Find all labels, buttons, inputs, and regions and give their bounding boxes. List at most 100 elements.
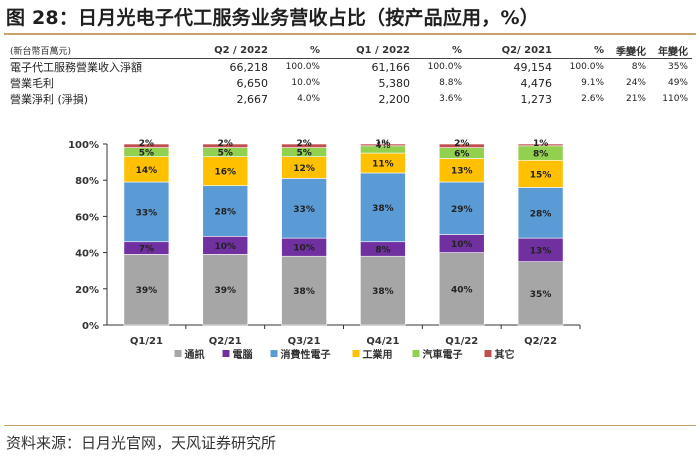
table-cell: 2.6% bbox=[581, 94, 604, 104]
x-tick-label: Q2/21 bbox=[209, 336, 242, 347]
title-divider bbox=[4, 33, 696, 35]
data-label: 38% bbox=[293, 287, 315, 297]
bar-segment bbox=[123, 254, 170, 326]
bar-segment bbox=[517, 159, 564, 188]
x-tick-label: Q2/22 bbox=[524, 336, 557, 347]
col-header: % bbox=[414, 42, 466, 59]
data-label: 11% bbox=[372, 160, 394, 170]
bar-segment bbox=[517, 261, 564, 326]
financial-table: (新台幣百萬元) Q2 / 2022 % Q1 / 2022 % Q2/ 202… bbox=[10, 42, 692, 107]
table-cell: 4,476 bbox=[520, 76, 553, 90]
bar-segment bbox=[360, 143, 406, 147]
table-cell: 9.1% bbox=[581, 78, 604, 88]
data-label: 1% bbox=[533, 139, 548, 149]
bar-segment bbox=[517, 187, 564, 239]
legend-label: 汽車電子 bbox=[423, 348, 463, 361]
legend-swatch bbox=[270, 350, 278, 357]
bar-segment bbox=[281, 178, 327, 239]
col-header: Q2 / 2022 bbox=[182, 42, 272, 59]
data-label: 15% bbox=[530, 170, 552, 180]
x-tick-label: Q4/21 bbox=[366, 336, 399, 347]
data-label: 10% bbox=[451, 240, 473, 250]
table-cell: 110% bbox=[662, 94, 688, 104]
y-tick-label: 20% bbox=[75, 285, 99, 296]
bar-segment bbox=[281, 143, 327, 148]
data-label: 29% bbox=[451, 205, 473, 215]
data-label: 7% bbox=[139, 245, 154, 255]
data-label: 33% bbox=[293, 205, 315, 215]
bar-segment bbox=[202, 254, 249, 326]
legend-swatch bbox=[352, 350, 360, 357]
table-cell: 66,218 bbox=[229, 60, 269, 74]
data-label: 10% bbox=[293, 244, 315, 254]
table-row: 營業毛利 6,650 10.0% 5,380 8.8% 4,476 9.1% 2… bbox=[10, 75, 692, 91]
table-cell: 49,154 bbox=[513, 60, 553, 74]
data-label: 38% bbox=[372, 204, 394, 214]
bar-segment bbox=[202, 156, 249, 186]
data-label: 5% bbox=[139, 149, 154, 159]
source-note: 资料来源：日月光官网，天风证券研究所 bbox=[6, 434, 277, 452]
legend-label: 電腦 bbox=[233, 348, 253, 361]
bar-segment bbox=[360, 172, 406, 243]
table-cell: 2,667 bbox=[236, 92, 269, 106]
col-header: % bbox=[556, 42, 608, 59]
data-label: 10% bbox=[214, 242, 236, 252]
table-cell: 8% bbox=[631, 62, 646, 72]
data-label: 2% bbox=[454, 139, 469, 149]
stacked-bar-chart: 0%20%40%60%80%100%39%7%33%14%5%2%Q1/2139… bbox=[68, 139, 581, 361]
table-header-row: (新台幣百萬元) Q2 / 2022 % Q1 / 2022 % Q2/ 202… bbox=[10, 42, 692, 59]
table-cell: 4.0% bbox=[297, 94, 320, 104]
data-label: 8% bbox=[375, 245, 390, 255]
data-label: 14% bbox=[136, 166, 158, 176]
row-label: 營業毛利 bbox=[10, 77, 54, 90]
legend-swatch bbox=[484, 350, 492, 357]
x-tick-label: Q3/21 bbox=[288, 336, 321, 347]
table-cell: 21% bbox=[625, 94, 646, 104]
table-cell: 5,380 bbox=[378, 76, 411, 90]
table-cell: 61,166 bbox=[371, 60, 411, 74]
col-header: Q1 / 2022 bbox=[324, 42, 414, 59]
table-cell: 100.0% bbox=[285, 62, 320, 72]
data-label: 12% bbox=[293, 164, 315, 174]
legend-label: 其它 bbox=[495, 348, 515, 361]
legend-label: 消費性電子 bbox=[281, 348, 331, 361]
x-tick-label: Q1/21 bbox=[130, 336, 163, 347]
y-tick-label: 40% bbox=[75, 249, 99, 260]
table-cell: 100.0% bbox=[427, 62, 462, 72]
data-label: 2% bbox=[139, 139, 154, 149]
table-cell: 2,200 bbox=[378, 92, 411, 106]
table-cell: 100.0% bbox=[569, 62, 604, 72]
col-header: 季變化 bbox=[608, 42, 650, 59]
data-label: 13% bbox=[451, 167, 473, 177]
data-label: 40% bbox=[451, 285, 473, 295]
y-tick-label: 100% bbox=[68, 140, 99, 151]
bar-segment bbox=[123, 181, 170, 243]
table-cell: 6,650 bbox=[236, 76, 269, 90]
legend-label: 通訊 bbox=[185, 348, 205, 361]
col-header: 年變化 bbox=[650, 42, 692, 59]
table-cell: 10.0% bbox=[291, 78, 320, 88]
data-label: 13% bbox=[530, 246, 552, 256]
data-label: 28% bbox=[214, 207, 236, 217]
data-label: 39% bbox=[136, 286, 158, 296]
y-tick-label: 80% bbox=[75, 176, 99, 187]
bottom-divider bbox=[4, 425, 696, 426]
y-tick-label: 0% bbox=[82, 321, 99, 332]
bar-segment bbox=[438, 181, 485, 235]
col-header: % bbox=[272, 42, 324, 59]
legend-swatch bbox=[412, 350, 420, 357]
table-cell: 3.6% bbox=[439, 94, 462, 104]
table-row: 營業淨利 (淨損) 2,667 4.0% 2,200 3.6% 1,273 2.… bbox=[10, 91, 692, 107]
table-cell: 35% bbox=[667, 62, 688, 72]
data-label: 28% bbox=[530, 209, 552, 219]
row-label: 電子代工服務營業收入淨額 bbox=[10, 61, 142, 74]
row-label: 營業淨利 (淨損) bbox=[10, 93, 89, 106]
table-cell: 49% bbox=[667, 78, 688, 88]
legend-swatch bbox=[174, 350, 182, 357]
bar-segment bbox=[438, 252, 485, 326]
bar-segment bbox=[123, 156, 170, 183]
bar-segment bbox=[123, 143, 170, 148]
legend-swatch bbox=[222, 350, 230, 357]
data-label: 2% bbox=[296, 139, 311, 149]
bar-segment bbox=[202, 185, 249, 237]
